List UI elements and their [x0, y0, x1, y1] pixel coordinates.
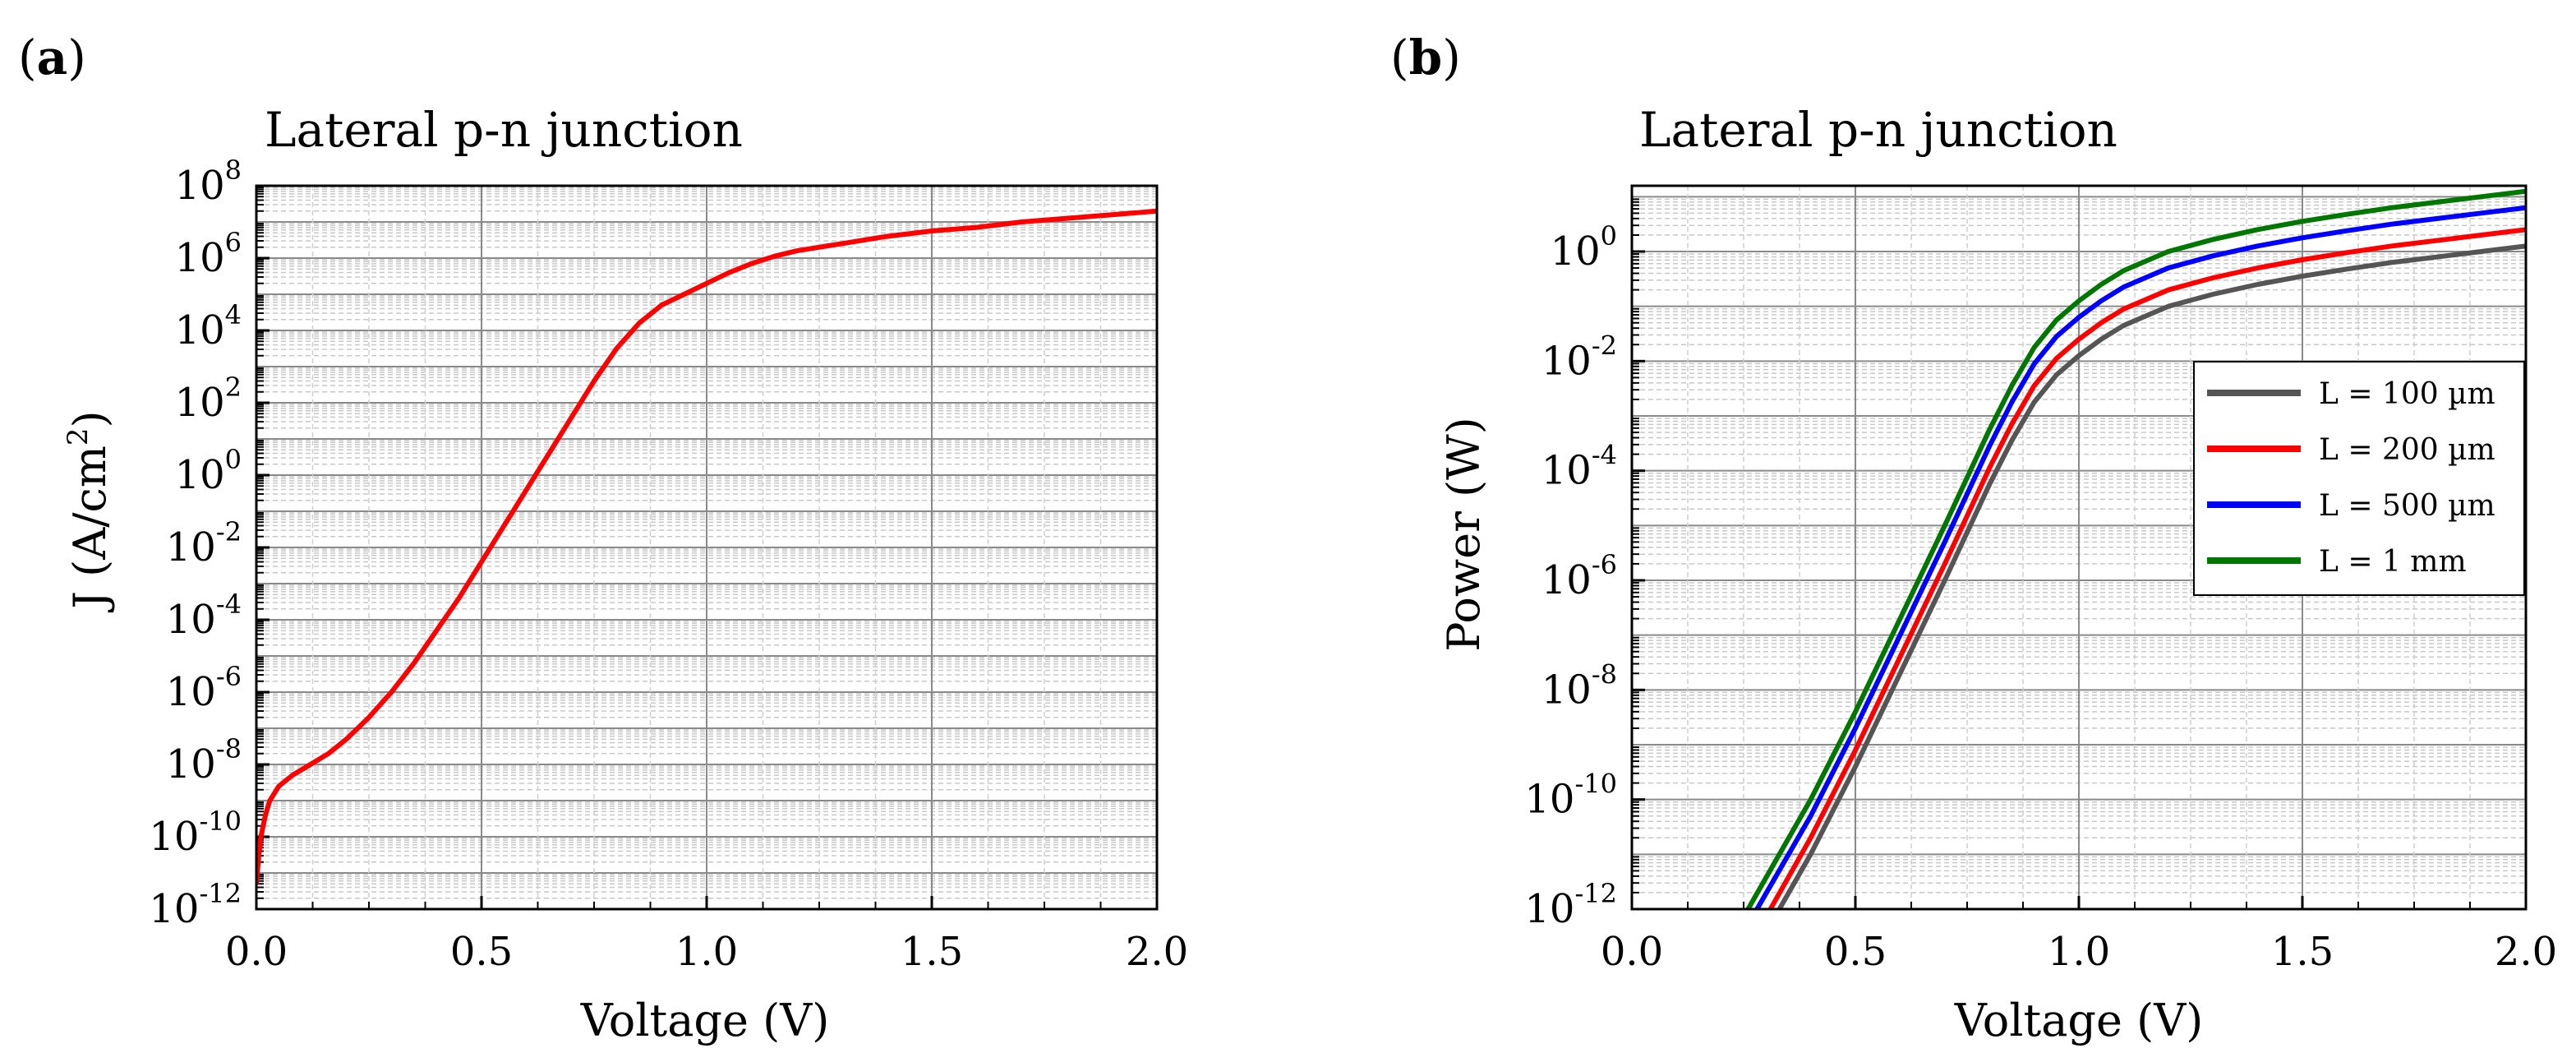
chart-a-x-ticks: 0.0 0.5 1.0 1.5 2.0 [225, 896, 1188, 975]
chart-b-plot-frame [1630, 184, 2528, 911]
panel-label-a: (a) [18, 30, 86, 85]
chart-b-legend: L = 100 µm L = 200 µm L = 500 µm L = 1 m… [2193, 361, 2525, 596]
panel-label-b: (b) [1390, 30, 1461, 85]
y-tick-label: 100 [175, 444, 242, 498]
series-line-j [256, 208, 1157, 884]
chart-a-plot-frame [255, 184, 1159, 911]
legend-label-l100: L = 100 µm [2319, 377, 2495, 411]
y-tick-label: 10-2 [1541, 330, 1617, 384]
x-tick-label: 0.5 [450, 929, 513, 975]
y-tick-label: 106 [175, 227, 242, 281]
x-tick-label: 0.5 [1824, 929, 1887, 975]
y-tick-label: 10-12 [1524, 878, 1617, 932]
legend-box [2193, 361, 2525, 596]
chart-b-series [1745, 188, 2526, 909]
y-tick-label: 10-4 [166, 589, 242, 643]
x-tick-label: 1.5 [2271, 929, 2334, 975]
chart-b: Lateral p-n junction 10-1210-1010-810-61… [1438, 102, 2557, 1046]
chart-b-y-ticks: 10-12 10-10 10-8 10-6 10-4 10-2 100 [1524, 198, 1645, 932]
y-tick-label: 100 [1551, 220, 1617, 275]
x-tick-label: 1.0 [2048, 929, 2110, 975]
series-line-l-200-m [1767, 227, 2526, 909]
chart-b-y-axis-label: Power (W) [1438, 417, 1490, 651]
y-tick-label: 10-8 [1541, 658, 1617, 713]
y-tick-label: 10-10 [149, 806, 242, 860]
chart-a: Lateral p-n junction 10-1210-1010-810-61… [62, 102, 1188, 1046]
y-tick-label: 10-6 [1541, 549, 1617, 603]
y-tick-label: 10-10 [1524, 769, 1617, 823]
chart-b-x-axis-label: Voltage (V) [1954, 995, 2204, 1046]
y-tick-label: 10-4 [1541, 440, 1617, 494]
y-tick-label: 10-6 [166, 661, 242, 715]
chart-b-x-ticks: 0.0 0.5 1.0 1.5 2.0 [1601, 896, 2557, 975]
x-tick-label: 0.0 [1601, 929, 1663, 975]
chart-a-x-axis-label: Voltage (V) [580, 995, 830, 1046]
legend-label-l500: L = 500 µm [2319, 489, 2495, 523]
chart-a-y-axis-label: J (A/cm2) [62, 410, 116, 612]
y-tick-label: 10-2 [166, 516, 242, 570]
chart-a-y-ticks: 10-12 10-10 10-8 10-6 10-4 10-2 100 102 104 106 10… [149, 155, 270, 932]
chart-b-title: Lateral p-n junction [1639, 102, 2117, 158]
x-tick-label: 0.0 [225, 929, 288, 975]
y-tick-label: 104 [175, 299, 242, 353]
x-tick-label: 2.0 [2495, 929, 2557, 975]
series-line-l-1-mm [1745, 188, 2526, 909]
legend-label-l200: L = 200 µm [2319, 433, 2495, 467]
chart-a-series [256, 208, 1157, 884]
series-line-l-100-m [1776, 243, 2526, 909]
x-tick-label: 2.0 [1126, 929, 1188, 975]
y-tick-label: 108 [175, 155, 242, 209]
chart-a-grid [256, 186, 1157, 909]
y-tick-label: 10-8 [166, 733, 242, 787]
y-tick-label: 10-12 [149, 878, 242, 932]
series-line-l-500-m [1754, 205, 2526, 909]
chart-a-title: Lateral p-n junction [265, 102, 743, 158]
y-tick-label: 102 [175, 372, 242, 426]
x-tick-label: 1.5 [901, 929, 963, 975]
legend-label-l1mm: L = 1 mm [2319, 545, 2467, 579]
x-tick-label: 1.0 [675, 929, 738, 975]
